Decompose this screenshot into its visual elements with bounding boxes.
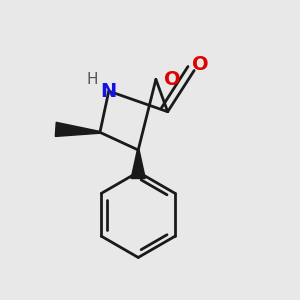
Polygon shape — [55, 122, 100, 136]
Text: N: N — [101, 82, 117, 100]
Polygon shape — [131, 150, 145, 178]
Text: O: O — [164, 70, 180, 89]
Text: H: H — [87, 72, 98, 87]
Text: O: O — [192, 55, 208, 74]
